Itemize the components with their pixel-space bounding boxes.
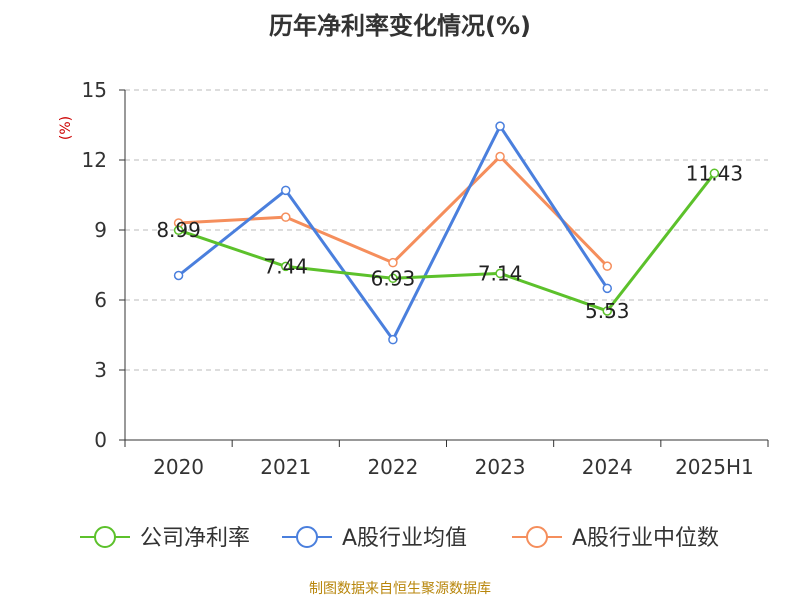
data-point xyxy=(388,257,398,268)
data-label: 11.43 xyxy=(686,161,743,185)
data-label: 7.14 xyxy=(478,261,523,285)
x-tick-label: 2022 xyxy=(367,455,418,479)
legend-marker xyxy=(296,526,318,548)
data-point xyxy=(709,168,720,179)
series-line xyxy=(178,155,609,268)
grid xyxy=(125,89,768,371)
y-tick-label: 9 xyxy=(94,218,107,242)
x-tick-label: 2023 xyxy=(475,455,526,479)
legend-label: 公司净利率 xyxy=(140,526,250,551)
legend-marker xyxy=(526,526,548,548)
series xyxy=(173,121,720,345)
legend: 公司净利率 A股行业均值 A股行业中位数 xyxy=(80,526,719,551)
y-tick-label: 6 xyxy=(94,288,107,312)
y-tick-label: 15 xyxy=(82,78,107,102)
data-label: 5.53 xyxy=(585,299,630,323)
source-note: 制图数据来自恒生聚源数据库 xyxy=(309,581,491,597)
data-label: 7.44 xyxy=(263,254,308,278)
data-point xyxy=(281,261,291,272)
data-point xyxy=(602,283,612,294)
y-tick-label: 0 xyxy=(94,428,107,452)
data-point xyxy=(495,151,505,162)
y-tick-label: 3 xyxy=(94,358,107,382)
data-point xyxy=(388,273,398,284)
data-point xyxy=(388,334,398,345)
chart-title: 历年净利率变化情况(%) xyxy=(269,12,531,40)
x-tick-label: 2021 xyxy=(260,455,311,479)
data-point xyxy=(495,268,505,279)
legend-label: A股行业中位数 xyxy=(572,526,719,551)
axes: 0 3 6 9 12 15 (%) 2020 2021 2022 2023 2024 2025H1 xyxy=(58,78,769,479)
data-point xyxy=(173,270,184,281)
data-point xyxy=(602,261,612,271)
legend-label: A股行业均值 xyxy=(342,526,467,551)
data-point xyxy=(281,212,291,222)
y-tick-label: 12 xyxy=(82,148,107,172)
legend-marker xyxy=(94,526,116,548)
data-point xyxy=(173,225,184,235)
data-label: 6.93 xyxy=(371,266,416,290)
x-tick-label: 2024 xyxy=(582,455,633,479)
data-point xyxy=(281,185,291,196)
data-label: 8.99 xyxy=(156,218,201,242)
data-point xyxy=(602,306,612,316)
series-line xyxy=(178,172,716,313)
y-axis-label: (%) xyxy=(58,116,74,140)
x-tick-label: 2020 xyxy=(153,455,204,479)
data-labels: 8.99 7.44 6.93 7.14 5.53 11.43 xyxy=(156,161,743,323)
x-tick-label: 2025H1 xyxy=(675,455,754,479)
data-point xyxy=(495,121,505,131)
series-line xyxy=(177,124,609,342)
